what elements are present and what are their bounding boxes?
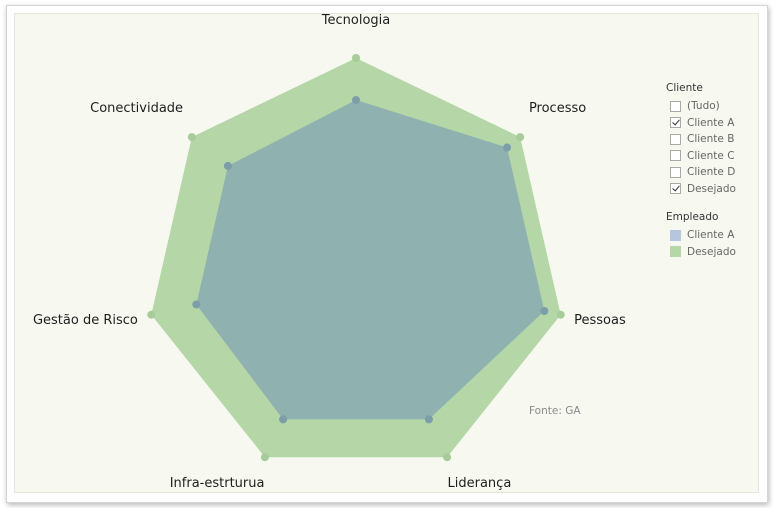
filter-item-2[interactable]: Cliente B <box>670 131 766 148</box>
filter-title: Cliente <box>666 82 703 94</box>
radar-areas <box>151 58 561 458</box>
filter-item-0[interactable]: (Tudo) <box>670 98 766 115</box>
filter-label: Desejado <box>687 182 736 195</box>
filter-checkbox[interactable] <box>670 166 681 178</box>
radar-point-desejado-5[interactable] <box>147 310 156 319</box>
radar-area-cliente-a[interactable] <box>196 100 545 420</box>
radar-point-desejado-6[interactable] <box>187 133 196 142</box>
filter-label: Cliente A <box>687 116 735 129</box>
radar-point-cliente-a-0[interactable] <box>352 96 360 104</box>
radar-point-cliente-a-2[interactable] <box>540 306 549 315</box>
client-filter-list: (Tudo) Cliente A Cliente B Cliente C Cliente… <box>666 98 766 197</box>
radar-point-cliente-a-6[interactable] <box>223 161 232 170</box>
axis-label-0: Tecnologia <box>321 13 390 28</box>
color-legend-label: Cliente A <box>687 229 735 242</box>
radar-points <box>147 54 565 462</box>
axis-label-3: Liderança <box>448 476 512 491</box>
radar-point-cliente-a-5[interactable] <box>192 300 201 309</box>
color-legend-label: Desejado <box>687 245 736 258</box>
filter-item-3[interactable]: Cliente C <box>670 148 766 165</box>
radar-point-desejado-0[interactable] <box>352 54 360 62</box>
filter-checkbox[interactable] <box>670 117 681 129</box>
legend-panel: Cliente (Tudo) Cliente A Cliente B Cliente … <box>666 82 766 260</box>
radar-point-desejado-4[interactable] <box>260 453 269 462</box>
color-swatch <box>670 229 681 241</box>
radar-point-desejado-3[interactable] <box>443 453 452 462</box>
color-legend-list: Cliente A Desejado <box>666 227 766 260</box>
axis-label-5: Gestão de Risco <box>33 313 138 328</box>
filter-item-5[interactable]: Desejado <box>670 181 766 198</box>
color-legend-title: Empleado <box>666 211 719 223</box>
color-legend-item-1: Desejado <box>670 244 766 261</box>
axis-label-2: Pessoas <box>574 313 626 328</box>
color-legend-item-0: Cliente A <box>670 227 766 244</box>
radar-point-cliente-a-3[interactable] <box>424 415 433 424</box>
axis-label-4: Infra-estrturua <box>170 476 265 491</box>
radar-point-cliente-a-1[interactable] <box>503 143 512 152</box>
filter-label: Cliente C <box>687 149 735 162</box>
filter-item-1[interactable]: Cliente A <box>670 115 766 132</box>
radar-point-cliente-a-4[interactable] <box>279 415 288 424</box>
filter-checkbox[interactable] <box>670 150 681 162</box>
filter-checkbox[interactable] <box>670 133 681 145</box>
color-swatch <box>670 246 681 258</box>
axis-label-1: Processo <box>529 101 586 116</box>
radar-point-desejado-2[interactable] <box>556 310 565 319</box>
source-note: Fonte: GA <box>529 405 581 417</box>
radar-point-desejado-1[interactable] <box>516 133 525 142</box>
filter-label: Cliente D <box>687 166 736 179</box>
axis-label-6: Conectividade <box>90 101 183 116</box>
axis-labels: Tecnologia Processo Pessoas Liderança Infra-… <box>33 13 626 491</box>
filter-item-4[interactable]: Cliente D <box>670 164 766 181</box>
filter-label: Cliente B <box>687 133 735 146</box>
filter-label: (Tudo) <box>687 100 720 113</box>
filter-checkbox[interactable] <box>670 100 681 112</box>
filter-checkbox[interactable] <box>670 183 681 195</box>
